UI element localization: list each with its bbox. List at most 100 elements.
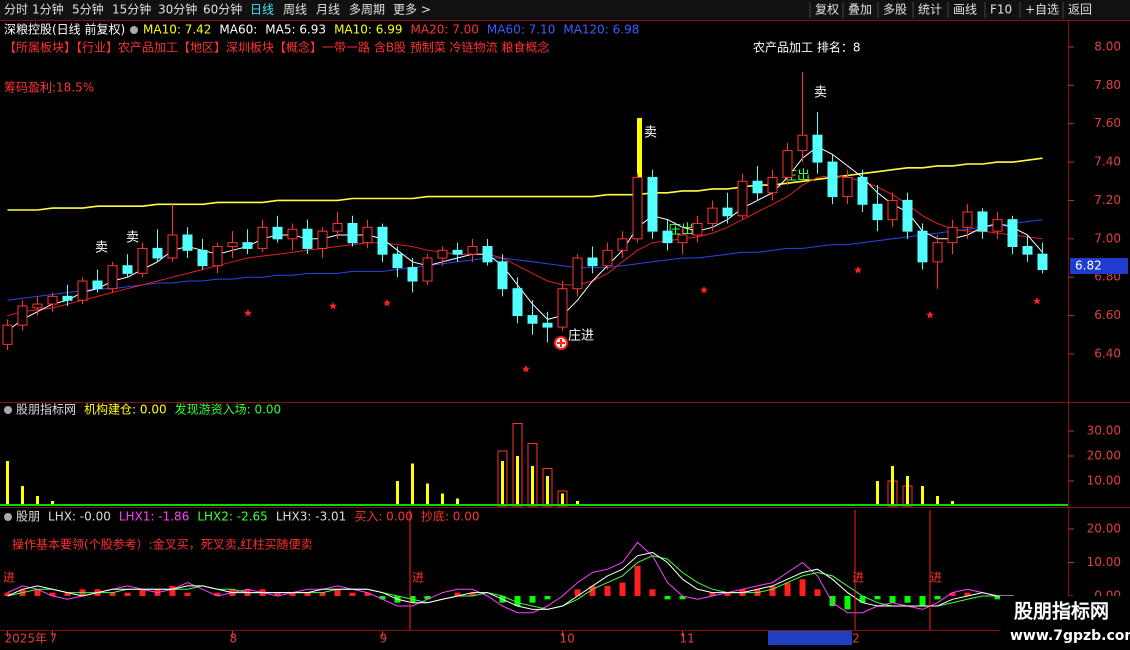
toolbar-button[interactable]: 多股 [883, 3, 907, 17]
candle-body [737, 180, 748, 217]
toolbar-tab[interactable]: 15分钟 [112, 2, 151, 17]
toolbar-button[interactable]: 画线 [953, 3, 977, 17]
y-tick-label: 8.00 [1094, 39, 1121, 53]
candle-body [317, 230, 328, 249]
toolbar-tab[interactable]: 更多 > [393, 3, 431, 17]
candle-body [992, 219, 1003, 232]
jin-label: 进 [412, 571, 424, 585]
candle-body [977, 211, 988, 232]
histogram-bar [949, 592, 956, 596]
toolbar-button[interactable]: 叠加 [848, 3, 872, 17]
candle-body [242, 242, 253, 249]
legend-entry: MA10: 6.99 [334, 23, 402, 37]
toolbar-tab[interactable]: 日线 [250, 3, 274, 17]
candle-body [377, 226, 388, 255]
candle-body [17, 305, 28, 326]
legend-entry: MA5: 6.93 [265, 23, 326, 37]
histogram-bar [709, 592, 716, 596]
x-tick-label: 2025年 [5, 632, 48, 646]
star [854, 266, 862, 274]
toolbar-button[interactable]: 统计 [918, 3, 942, 17]
histogram-bar [889, 595, 896, 603]
toolbar-button[interactable]: 返回 [1068, 3, 1092, 17]
candle-body [1037, 253, 1048, 271]
histogram-bar [349, 592, 356, 596]
candle-body [467, 245, 478, 255]
candle-body [1007, 219, 1018, 247]
toolbar-tab[interactable]: 30分钟 [158, 2, 197, 17]
watermark-url: www.7gpzb.com [1010, 628, 1130, 644]
candle-body [632, 176, 643, 240]
star [329, 302, 337, 310]
histogram-bar [844, 595, 851, 610]
y-tick-label: 7.00 [1094, 231, 1121, 245]
toolbar-tab[interactable]: 5分钟 [72, 2, 104, 17]
toolbar-tab[interactable]: 1分钟 [32, 2, 64, 17]
bar [6, 461, 9, 506]
bar [501, 461, 504, 506]
candle-body [257, 226, 268, 249]
y-tick-label: 7.40 [1094, 155, 1121, 169]
bar [51, 501, 54, 506]
toolbar-tab[interactable]: 周线 [283, 3, 307, 17]
y-tick-label: 7.20 [1094, 193, 1121, 207]
watermark-title: 股朋指标网 [1014, 601, 1109, 623]
candle-body [512, 288, 523, 317]
legend-entry: LHX1: -1.86 [119, 510, 189, 524]
bar [921, 486, 924, 506]
histogram-bar [829, 595, 836, 607]
candle-body [887, 199, 898, 221]
y-tick-label: 7.60 [1094, 116, 1121, 130]
x-tick-label: 9 [380, 632, 388, 646]
histogram-bar [274, 592, 281, 596]
candle-body [782, 150, 793, 178]
sell-label: 卖 [644, 126, 657, 141]
histogram-bar [169, 585, 176, 596]
icon [4, 406, 12, 414]
toolbar-tab[interactable]: 60分钟 [203, 2, 242, 17]
candle-body [962, 211, 973, 228]
candle-body [497, 261, 508, 290]
indicator-line [7, 555, 1043, 610]
sell-label: 卖 [95, 241, 108, 256]
bar [426, 483, 429, 506]
toolbar-button[interactable]: F10 [990, 3, 1012, 17]
toolbar-tab[interactable]: 多周期 [349, 3, 385, 17]
legend-entry: 股朋指标网 [16, 402, 76, 417]
toolbar-button[interactable]: +自选 [1025, 3, 1059, 17]
candle-body [647, 176, 658, 232]
jin-label: 进 [852, 571, 864, 585]
x-tick-label: 8 [230, 632, 238, 646]
histogram-bar [874, 595, 881, 600]
candle-body [167, 234, 178, 259]
histogram-bar [529, 595, 536, 603]
bar [411, 463, 414, 506]
toolbar-tab[interactable]: 月线 [316, 3, 340, 17]
y-tick-label: 20.00 [1087, 521, 1121, 535]
candle-body [557, 288, 568, 328]
candle-body [677, 234, 688, 244]
candle-body [422, 257, 433, 282]
histogram-bar [124, 592, 131, 596]
candle-body [197, 249, 208, 267]
candle-body [212, 245, 223, 267]
histogram-bar [814, 589, 821, 596]
candle-body [917, 230, 928, 263]
zhuang-out: 庄出 [668, 222, 694, 238]
legend-entry: LHX: -0.00 [48, 510, 111, 524]
candle-body [452, 249, 463, 255]
icon [4, 513, 12, 521]
price-tag [1070, 258, 1128, 274]
legend-entry: MA10: 7.42 [143, 23, 211, 37]
chip-profit: 筹码盈利:18.5% [4, 81, 94, 95]
toolbar-tab[interactable]: 分时 [4, 3, 28, 17]
zhuang-in: 庄进 [568, 328, 594, 344]
histogram-bar [574, 589, 581, 596]
toolbar [0, 0, 1130, 20]
y-tick-label: 6.40 [1094, 346, 1121, 360]
plots: 6.406.606.807.007.207.407.607.808.0010.0… [0, 39, 1121, 646]
x-tick-label: 10 [560, 632, 575, 646]
candle-body [932, 242, 943, 263]
legend-entry: LHX2: -2.65 [197, 510, 267, 524]
toolbar-button[interactable]: 复权 [815, 3, 839, 17]
